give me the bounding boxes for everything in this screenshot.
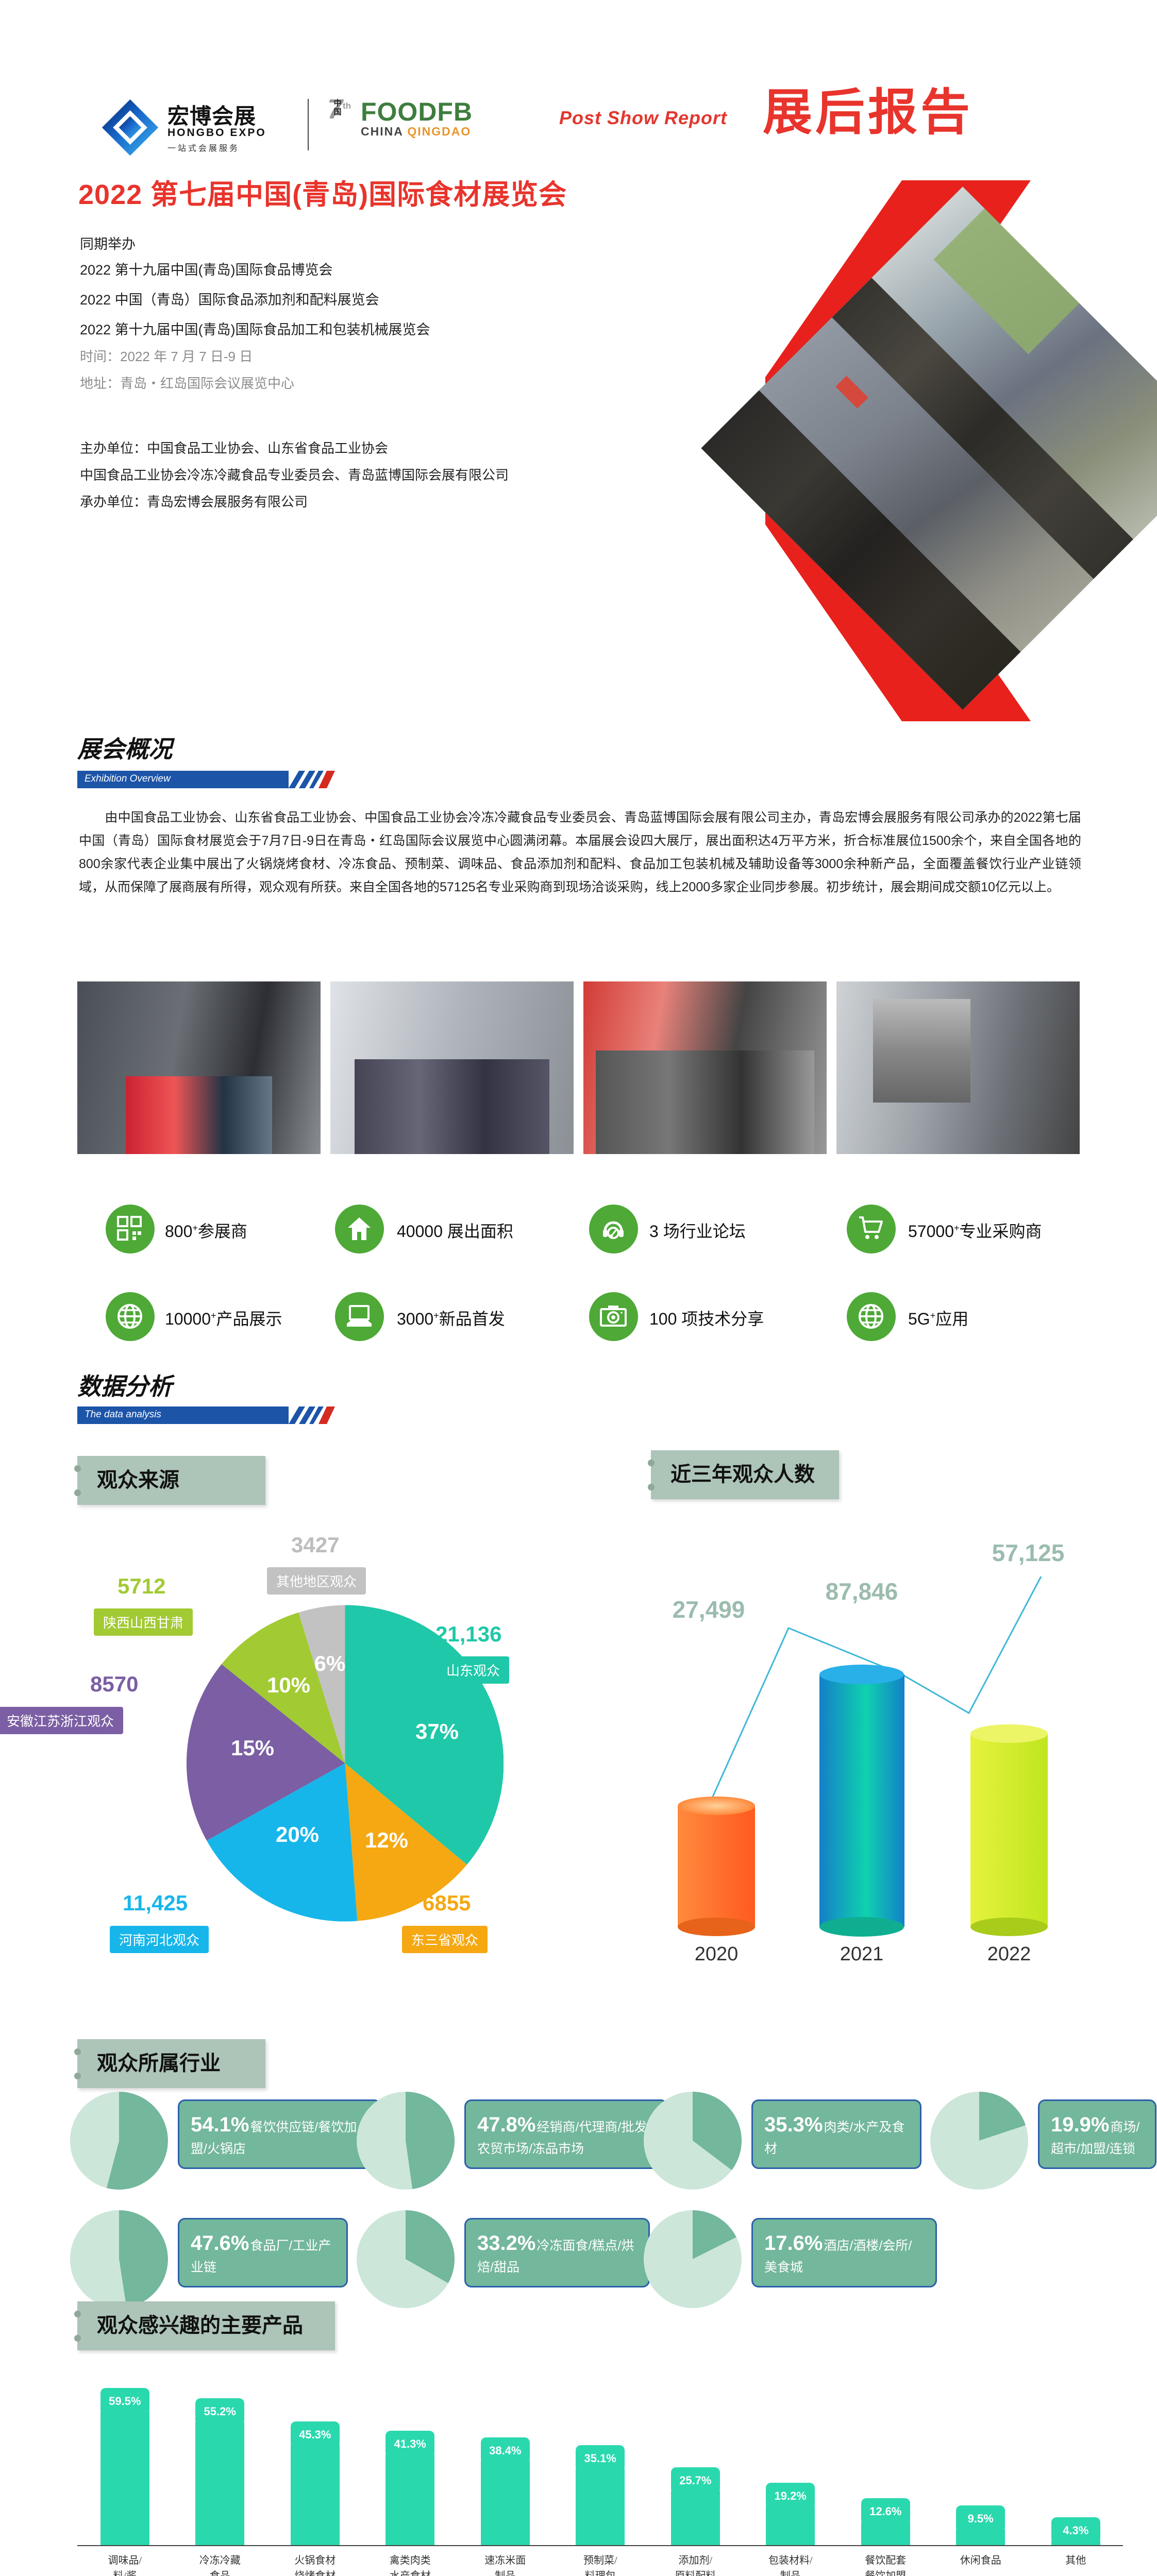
svg-text:10%: 10% xyxy=(267,1673,310,1697)
svg-text:12%: 12% xyxy=(365,1828,408,1852)
svg-text:20%: 20% xyxy=(276,1822,319,1846)
svg-text:27,499: 27,499 xyxy=(673,1596,745,1623)
svg-text:2020: 2020 xyxy=(695,1943,739,1965)
svg-text:15%: 15% xyxy=(231,1736,274,1760)
svg-text:87,846: 87,846 xyxy=(826,1578,898,1605)
svg-text:2022: 2022 xyxy=(987,1943,1031,1965)
svg-text:6%: 6% xyxy=(314,1651,346,1675)
svg-text:37%: 37% xyxy=(415,1719,459,1743)
svg-text:2021: 2021 xyxy=(840,1943,884,1965)
svg-text:57,125: 57,125 xyxy=(992,1539,1065,1566)
